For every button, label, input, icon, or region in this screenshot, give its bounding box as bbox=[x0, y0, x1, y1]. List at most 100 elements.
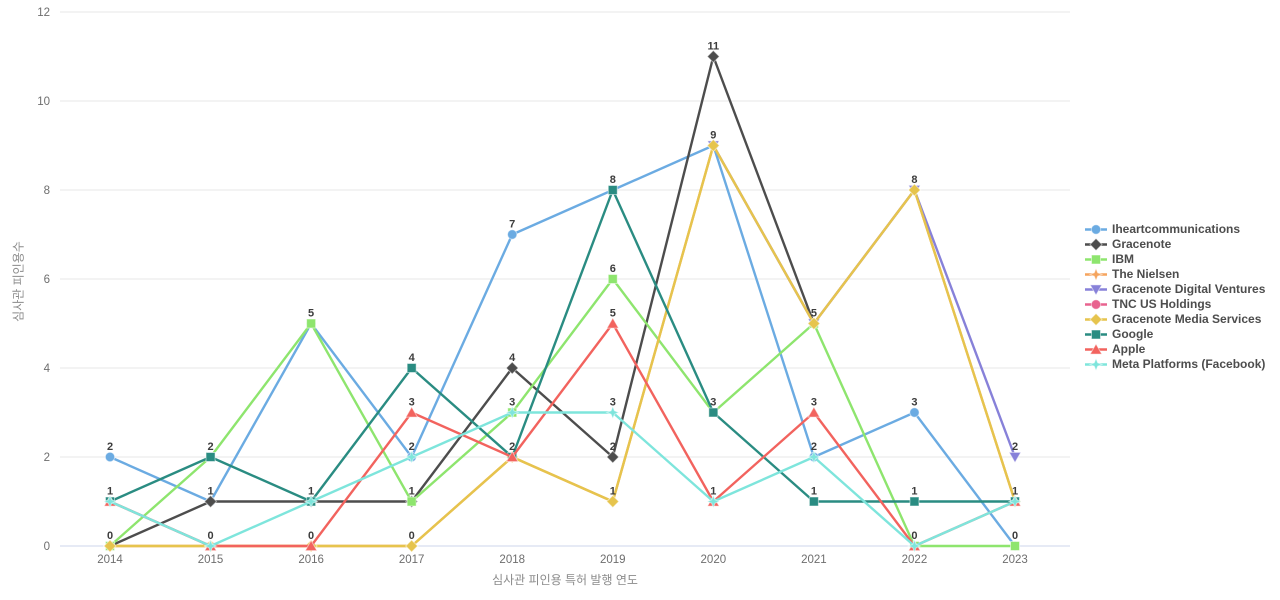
data-label: 9 bbox=[710, 130, 716, 142]
legend-item-gracenote-digital-ventures[interactable]: Gracenote Digital Ventures bbox=[1085, 282, 1265, 297]
legend-item-meta-platforms-facebook[interactable]: Meta Platforms (Facebook) bbox=[1085, 357, 1265, 372]
legend-marker-icon bbox=[1085, 313, 1107, 326]
marker-iheartcommunications-2022 bbox=[909, 407, 920, 418]
legend-item-apple[interactable]: Apple bbox=[1085, 342, 1265, 357]
data-label: 2 bbox=[107, 441, 113, 453]
data-label: 1 bbox=[811, 486, 817, 498]
legend: Iheartcommunications Gracenote IBM The Niel… bbox=[1085, 222, 1265, 372]
data-label: 5 bbox=[811, 308, 817, 320]
legend-item-the-nielsen[interactable]: The Nielsen bbox=[1085, 267, 1265, 282]
marker-google-2021 bbox=[808, 496, 819, 507]
marker-meta-platforms-facebook-2016 bbox=[303, 494, 319, 509]
data-label: 2 bbox=[811, 441, 817, 453]
x-tick-label: 2016 bbox=[298, 554, 324, 566]
marker-gracenote-media-services-2014 bbox=[103, 539, 117, 553]
legend-marker-icon bbox=[1085, 329, 1107, 340]
data-label: 0 bbox=[409, 530, 415, 542]
data-label: 2 bbox=[409, 441, 415, 453]
data-label: 5 bbox=[610, 308, 616, 320]
series-apple bbox=[103, 316, 1022, 552]
marker-apple-2018 bbox=[505, 450, 519, 463]
series-line-gracenote bbox=[109, 55, 816, 548]
x-tick-label: 2015 bbox=[198, 554, 224, 566]
y-tick-label: 8 bbox=[44, 185, 50, 197]
data-label: 6 bbox=[610, 263, 616, 275]
marker-iheartcommunications-2018 bbox=[507, 229, 518, 240]
data-label: 2 bbox=[610, 441, 616, 453]
legend-marker-tnc-us-holdings bbox=[1090, 299, 1102, 310]
legend-label: Gracenote Media Services bbox=[1112, 312, 1262, 326]
legend-label: Meta Platforms (Facebook) bbox=[1112, 357, 1266, 371]
marker-google-2015 bbox=[205, 452, 216, 462]
marker-iheartcommunications-2014 bbox=[104, 451, 116, 463]
y-tick-label: 10 bbox=[37, 96, 50, 108]
series-meta-platforms-facebook bbox=[102, 405, 1023, 554]
marker-gracenote-media-services-2022 bbox=[907, 183, 922, 197]
y-tick-label: 12 bbox=[37, 7, 50, 19]
data-label: 8 bbox=[911, 174, 917, 186]
marker-apple-2017 bbox=[405, 405, 419, 418]
data-label: 3 bbox=[911, 397, 917, 409]
marker-gracenote-digital-ventures-2023 bbox=[1008, 451, 1022, 464]
legend-item-google[interactable]: Google bbox=[1085, 327, 1265, 342]
legend-label: Google bbox=[1112, 327, 1154, 341]
x-tick-label: 2020 bbox=[701, 554, 727, 566]
legend-item-ibm[interactable]: IBM bbox=[1085, 252, 1265, 267]
data-label: 2 bbox=[509, 441, 515, 453]
data-label: 1 bbox=[710, 486, 716, 498]
marker-gracenote-2018 bbox=[505, 361, 519, 375]
data-label: 11 bbox=[708, 41, 720, 53]
marker-meta-platforms-facebook-2019 bbox=[605, 405, 621, 420]
data-label: 5 bbox=[308, 308, 314, 320]
data-label: 3 bbox=[610, 397, 616, 409]
data-label: 0 bbox=[1012, 530, 1018, 542]
legend-marker-ibm bbox=[1091, 254, 1101, 265]
legend-item-tnc-us-holdings[interactable]: TNC US Holdings bbox=[1085, 297, 1265, 312]
marker-meta-platforms-facebook-2021 bbox=[806, 449, 822, 465]
x-axis-title: 심사관 피인용 특허 발행 연도 bbox=[492, 573, 638, 587]
legend-item-iheartcommunications[interactable]: Iheartcommunications bbox=[1085, 222, 1265, 237]
x-tick-label: 2021 bbox=[801, 554, 827, 566]
legend-marker-icon bbox=[1085, 268, 1107, 281]
data-label: 3 bbox=[509, 397, 515, 409]
legend-marker-icon bbox=[1085, 284, 1107, 296]
data-label: 0 bbox=[911, 530, 917, 542]
marker-meta-platforms-facebook-2017 bbox=[404, 449, 420, 465]
data-label: 4 bbox=[509, 352, 516, 364]
series-gracenote bbox=[103, 49, 821, 553]
data-label: 1 bbox=[207, 486, 213, 498]
data-label: 3 bbox=[409, 397, 415, 409]
legend-item-gracenote-media-services[interactable]: Gracenote Media Services bbox=[1085, 312, 1265, 327]
legend-marker-icon bbox=[1085, 358, 1107, 371]
legend-item-gracenote[interactable]: Gracenote bbox=[1085, 237, 1265, 252]
series-line-gracenote-digital-ventures bbox=[712, 144, 1017, 458]
data-label: 0 bbox=[308, 530, 314, 542]
marker-apple-2016 bbox=[304, 539, 318, 552]
series-line-ibm bbox=[109, 277, 1015, 548]
marker-google-2022 bbox=[909, 496, 920, 507]
data-label: 1 bbox=[911, 486, 917, 498]
marker-ibm-2019 bbox=[607, 274, 618, 284]
marker-gracenote-media-services-2019 bbox=[606, 494, 620, 509]
data-label: 2 bbox=[207, 441, 213, 453]
legend-marker-gracenote-digital-ventures bbox=[1089, 284, 1103, 296]
series-line-apple bbox=[109, 322, 1016, 548]
marker-ibm-2023 bbox=[1010, 541, 1020, 551]
data-label: 1 bbox=[308, 486, 314, 498]
marker-gracenote-2015 bbox=[203, 494, 218, 509]
marker-apple-2021 bbox=[807, 405, 821, 418]
data-label: 1 bbox=[1012, 486, 1018, 498]
marker-apple-2019 bbox=[606, 316, 620, 329]
marker-google-2019 bbox=[607, 185, 618, 195]
marker-google-2017 bbox=[406, 363, 417, 373]
data-label: 4 bbox=[409, 352, 416, 364]
marker-ibm-2017 bbox=[406, 496, 417, 507]
data-label: 0 bbox=[107, 530, 113, 542]
marker-ibm-2016 bbox=[306, 318, 317, 329]
legend-marker-meta-platforms-facebook bbox=[1088, 358, 1104, 371]
marker-meta-platforms-facebook-2020 bbox=[705, 494, 721, 509]
series-gracenote-digital-ventures bbox=[706, 140, 1022, 464]
y-tick-label: 6 bbox=[44, 274, 50, 286]
data-label: 1 bbox=[107, 486, 113, 498]
